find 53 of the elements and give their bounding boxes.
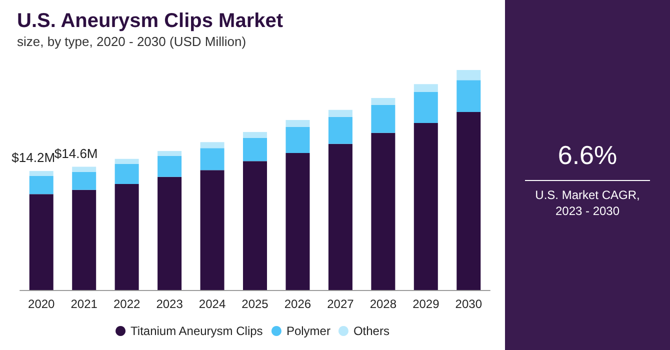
bar: [371, 98, 396, 105]
x-tick-label: 2020: [28, 297, 56, 311]
bar: [414, 84, 438, 92]
x-tick-label: 2021: [70, 297, 98, 311]
bar: [158, 150, 182, 156]
bar: [114, 158, 139, 164]
x-tick-label: 2024: [198, 297, 226, 311]
bar: [328, 144, 352, 290]
bar: [414, 123, 438, 290]
annotation: $14.6M: [54, 146, 98, 161]
bar: [456, 112, 481, 290]
bar: [158, 156, 182, 177]
bar: [243, 132, 267, 138]
legend-label: Titanium Aneurysm Clips: [130, 324, 263, 338]
chart-subtitle: size, by type, 2020 - 2030 (USD Million): [17, 34, 246, 49]
legend-label: Others: [353, 324, 390, 338]
bar: [286, 120, 310, 127]
bar: [200, 170, 224, 290]
text: U.S. Market CAGR, 2023 - 2030: [525, 180, 650, 219]
bar: [456, 70, 481, 80]
bar: [114, 184, 139, 290]
x-tick-label: 2025: [242, 297, 269, 311]
annotation: $14.2M: [12, 150, 56, 165]
bar: [456, 80, 481, 112]
bar: [200, 148, 224, 170]
bar: [286, 126, 310, 153]
bar: [243, 161, 267, 290]
x-tick-label: 2030: [455, 297, 482, 311]
x-tick-label: 2027: [327, 297, 354, 311]
bar: [29, 194, 54, 290]
x-tick-label: 2028: [370, 297, 397, 311]
bar: [72, 190, 96, 290]
bar: [72, 166, 96, 172]
x-tick-label: 2022: [113, 297, 140, 311]
bar: [200, 142, 224, 148]
legend-label: Polymer: [286, 324, 330, 338]
bar: [286, 152, 310, 290]
bar: [29, 170, 54, 176]
bar: [328, 110, 352, 117]
bar: [328, 116, 352, 144]
bar: [371, 104, 396, 133]
bar: [114, 164, 139, 184]
bar: [243, 138, 267, 162]
bar: [29, 176, 54, 194]
x-tick-label: 2026: [284, 297, 312, 311]
x-tick-label: 2023: [156, 297, 184, 311]
bar: [414, 92, 438, 124]
chart-title: U.S. Aneurysm Clips Market: [17, 10, 284, 32]
bar: [371, 132, 396, 290]
x-tick-label: 2029: [412, 297, 440, 311]
bar: [72, 172, 96, 190]
bar: [158, 176, 182, 290]
text: 6.6%: [556, 140, 618, 171]
